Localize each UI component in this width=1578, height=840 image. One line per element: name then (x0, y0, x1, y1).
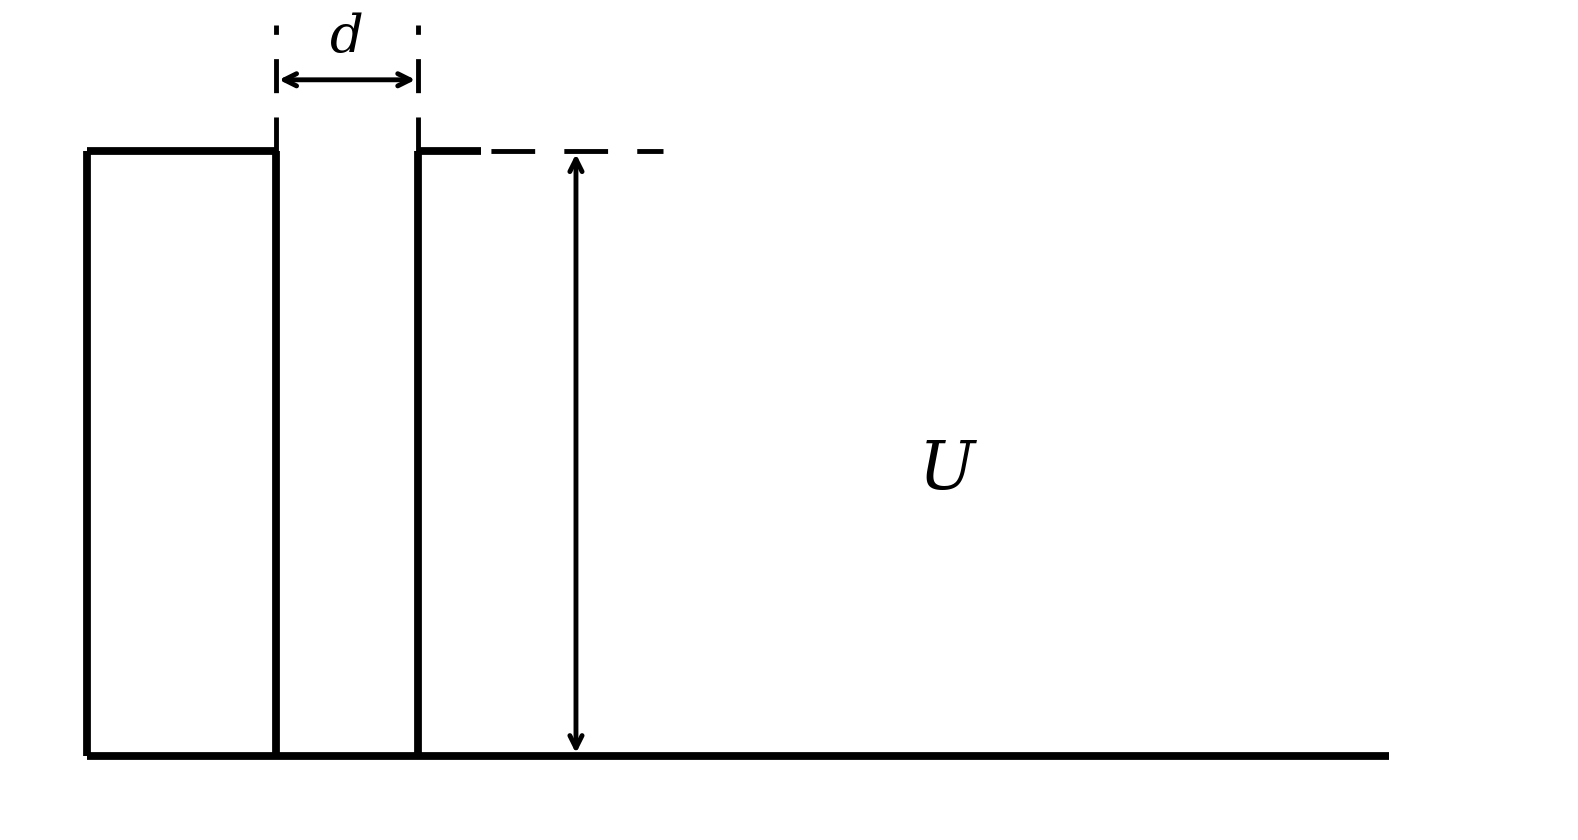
Text: d: d (330, 13, 365, 63)
Text: U: U (918, 438, 975, 503)
